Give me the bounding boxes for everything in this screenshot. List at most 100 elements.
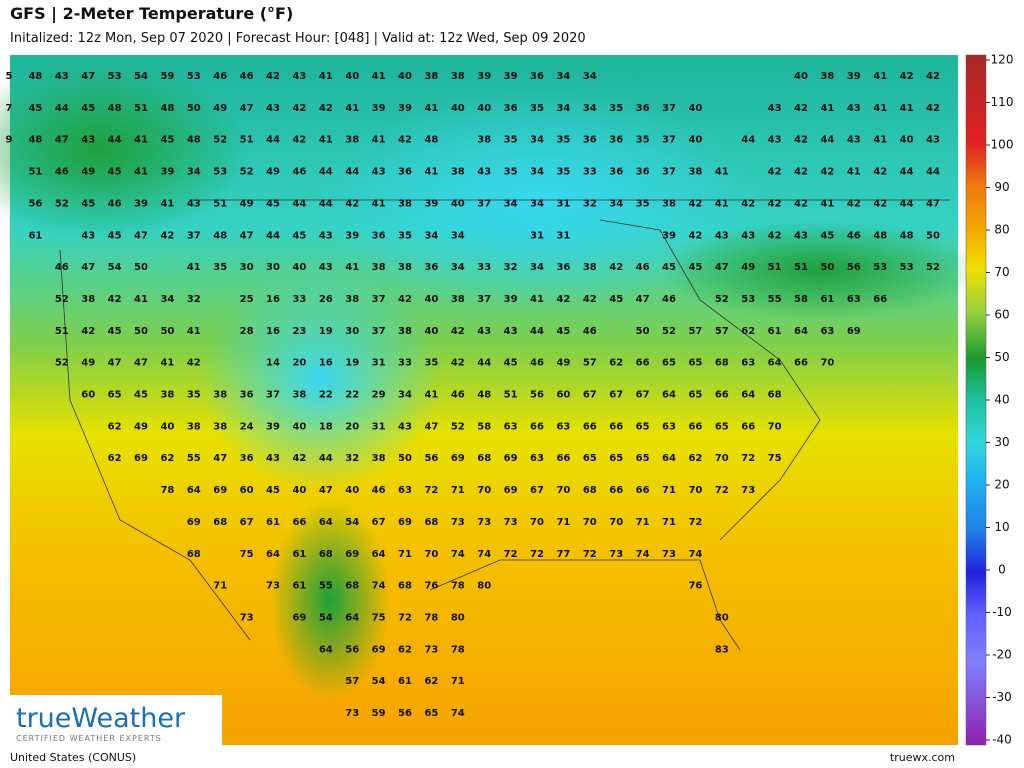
- temperature-label: 62: [160, 453, 174, 464]
- temperature-label: 42: [108, 294, 122, 305]
- temperature-label: 56: [28, 198, 42, 209]
- temperature-label: 41: [319, 71, 333, 82]
- temperature-label: 56: [530, 390, 544, 401]
- temperature-label: 63: [504, 421, 518, 432]
- temperature-label: 44: [345, 167, 359, 178]
- temperature-label: 38: [292, 390, 306, 401]
- temperature-label: 47: [108, 358, 122, 369]
- temperature-label: 43: [81, 230, 95, 241]
- temperature-label: 70: [477, 485, 491, 496]
- temperature-label: 36: [609, 167, 623, 178]
- temperature-label: 47: [81, 71, 95, 82]
- temperature-label: 34: [530, 198, 544, 209]
- temperature-label: 50: [134, 262, 148, 273]
- temperature-label: 77: [556, 549, 570, 560]
- temperature-label: 41: [160, 198, 174, 209]
- colorbar-tick-label: 110: [991, 95, 1014, 109]
- temperature-label: 71: [636, 517, 650, 528]
- temperature-label: 54: [345, 517, 359, 528]
- temperature-label: 66: [794, 358, 808, 369]
- temperature-label: 44: [900, 198, 914, 209]
- temperature-label: 43: [55, 71, 69, 82]
- temperature-label: 74: [636, 549, 650, 560]
- temperature-label: 24: [240, 421, 254, 432]
- temperature-label: 47: [213, 453, 227, 464]
- temperature-label: 54: [372, 676, 386, 687]
- temperature-label: 47: [81, 262, 95, 273]
- temperature-label: 61: [768, 326, 782, 337]
- temperature-label: 64: [345, 612, 359, 623]
- temperature-label: 42: [926, 71, 940, 82]
- temperature-label: 9: [6, 135, 13, 146]
- temperature-label: 46: [55, 262, 69, 273]
- temperature-label: 48: [28, 135, 42, 146]
- temperature-label: 42: [160, 230, 174, 241]
- temperature-label: 34: [556, 103, 570, 114]
- temperature-label: 40: [688, 135, 702, 146]
- temperature-label: 45: [81, 103, 95, 114]
- temperature-label: 51: [794, 262, 808, 273]
- temperature-label: 52: [55, 294, 69, 305]
- temperature-label: 61: [28, 230, 42, 241]
- temperature-label: 68: [424, 517, 438, 528]
- temperature-label: 34: [451, 262, 465, 273]
- temperature-label: 34: [609, 198, 623, 209]
- temperature-label: 38: [820, 71, 834, 82]
- temperature-label: 50: [926, 230, 940, 241]
- temperature-label: 48: [108, 103, 122, 114]
- temperature-label: 41: [715, 198, 729, 209]
- temperature-label: 55: [319, 581, 333, 592]
- temperature-label: 42: [81, 326, 95, 337]
- temperature-label: 42: [847, 198, 861, 209]
- temperature-label: 48: [28, 71, 42, 82]
- temperature-label: 36: [398, 167, 412, 178]
- temperature-label: 41: [187, 326, 201, 337]
- temperature-label: 34: [583, 103, 597, 114]
- temperature-label: 37: [662, 103, 676, 114]
- temperature-label: 78: [424, 612, 438, 623]
- temperature-label: 71: [451, 676, 465, 687]
- temperature-label: 73: [504, 517, 518, 528]
- temperature-label: 20: [345, 421, 359, 432]
- colorbar-tick-label: -30: [992, 690, 1012, 704]
- temperature-label: 45: [81, 198, 95, 209]
- temperature-label: 45: [266, 485, 280, 496]
- temperature-label: 34: [160, 294, 174, 305]
- temperature-label: 71: [556, 517, 570, 528]
- temperature-label: 46: [451, 390, 465, 401]
- temperature-label: 52: [240, 167, 254, 178]
- temperature-label: 74: [451, 549, 465, 560]
- temperature-label: 42: [398, 135, 412, 146]
- temperature-label: 43: [794, 230, 808, 241]
- temperature-label: 72: [504, 549, 518, 560]
- temperature-label: 34: [504, 198, 518, 209]
- temperature-label: 64: [319, 644, 333, 655]
- temperature-label: 54: [108, 262, 122, 273]
- temperature-label: 78: [451, 644, 465, 655]
- colorbar-tick-label: 10: [994, 520, 1009, 534]
- temperature-label: 45: [504, 358, 518, 369]
- temperature-label: 18: [319, 421, 333, 432]
- temperature-label: 70: [768, 421, 782, 432]
- temperature-label: 5: [6, 71, 13, 82]
- temperature-label: 72: [530, 549, 544, 560]
- temperature-label: 19: [319, 326, 333, 337]
- temperature-label: 20: [292, 358, 306, 369]
- temperature-label: 73: [345, 708, 359, 719]
- temperature-label: 59: [372, 708, 386, 719]
- temperature-label: 42: [583, 294, 597, 305]
- temperature-label: 64: [741, 390, 755, 401]
- temperature-label: 64: [794, 326, 808, 337]
- temperature-labels: 5 48 43 47 53 54 59 53 46 46 42 43 41 40 41 40 38 38 39 39 3…: [6, 71, 940, 719]
- temperature-label: 75: [372, 612, 386, 623]
- temperature-label: 45: [160, 135, 174, 146]
- temperature-label: 41: [319, 135, 333, 146]
- temperature-label: 33: [583, 167, 597, 178]
- temperature-label: 61: [266, 517, 280, 528]
- temperature-label: 66: [715, 390, 729, 401]
- temperature-label: 44: [266, 135, 280, 146]
- temperature-label: 36: [583, 135, 597, 146]
- temperature-label: 38: [477, 135, 491, 146]
